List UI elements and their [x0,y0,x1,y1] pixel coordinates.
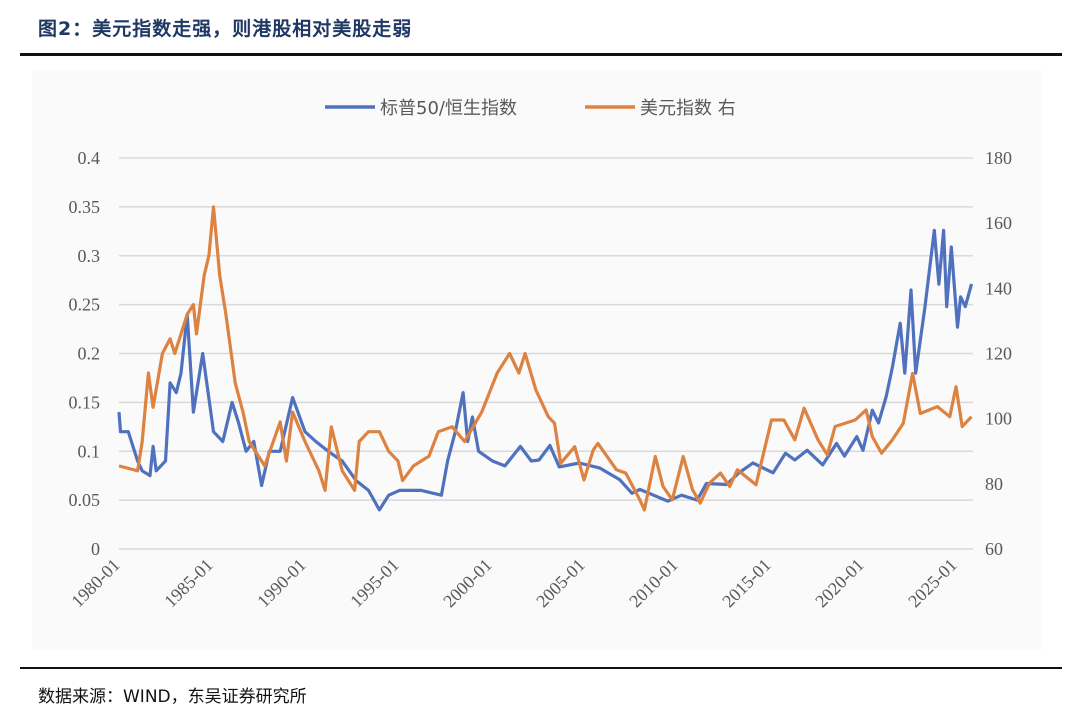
right-tick-label: 140 [985,278,1012,298]
series-line-1 [117,228,974,512]
left-tick-label: 0.1 [78,441,101,461]
left-tick-label: 0.15 [69,392,101,412]
x-tick-label: 2020-01 [811,555,868,612]
right-tick-label: 80 [985,474,1003,494]
right-axis-labels: 60 80 100 120 140 160 180 [985,148,1012,559]
x-tick-label: 1990-01 [253,555,310,612]
left-tick-label: 0.35 [69,197,101,217]
left-tick-label: 0.3 [78,246,101,266]
right-tick-label: 100 [985,409,1012,429]
x-tick-label: 1995-01 [346,555,403,612]
left-axis-labels: 0 0.05 0.1 0.15 0.2 0.25 0.3 0.35 0.4 [69,148,101,559]
legend-label-2: 美元指数 右 [640,98,736,119]
title-divider [20,53,1062,56]
legend: 标普50/恒生指数 美元指数 右 [325,98,736,119]
series-line-2 [118,205,973,512]
right-tick-label: 120 [985,344,1012,364]
right-tick-label: 160 [985,213,1012,233]
source-note: 数据来源：WIND，东吴证券研究所 [38,687,307,707]
x-tick-label: 2025-01 [904,555,961,612]
x-tick-label: 1980-01 [67,555,124,612]
left-tick-label: 0.25 [69,295,101,315]
left-tick-label: 0 [91,539,100,559]
left-tick-label: 0.2 [78,344,101,364]
left-tick-label: 0.4 [78,148,101,168]
x-axis-labels: 1980-01 1985-01 1990-01 1995-01 2000-01 2005-… [67,555,961,612]
x-tick-label: 2000-01 [439,555,496,612]
series-lines [117,205,974,512]
x-tick-label: 2015-01 [718,555,775,612]
gridlines [119,157,973,550]
left-tick-label: 0.05 [69,490,101,510]
right-tick-label: 180 [985,148,1012,168]
x-tick-label: 2005-01 [532,555,589,612]
figure-title: 图2：美元指数走强，则港股相对美股走弱 [38,18,413,40]
x-tick-label: 1985-01 [160,555,217,612]
right-tick-label: 60 [985,539,1003,559]
source-divider [20,667,1062,669]
legend-label-1: 标普50/恒生指数 [380,98,517,119]
x-tick-label: 2010-01 [625,555,682,612]
